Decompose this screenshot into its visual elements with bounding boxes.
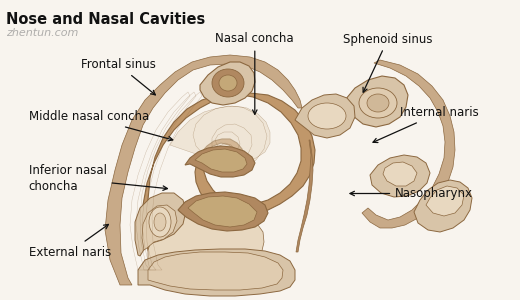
Ellipse shape [219,75,237,91]
Polygon shape [185,146,255,177]
Text: Frontal sinus: Frontal sinus [81,58,155,95]
Polygon shape [200,62,255,105]
Ellipse shape [149,207,171,237]
Polygon shape [296,140,313,252]
Polygon shape [138,249,295,296]
Polygon shape [135,193,186,256]
Ellipse shape [212,69,244,97]
Polygon shape [362,60,455,228]
Text: Sphenoid sinus: Sphenoid sinus [343,32,433,92]
Polygon shape [370,155,430,197]
Text: Nasal concha: Nasal concha [215,32,294,114]
Text: Nose and Nasal Cavities: Nose and Nasal Cavities [6,12,205,27]
Text: External naris: External naris [29,224,111,259]
Text: Nasopharynx: Nasopharynx [350,187,473,200]
Ellipse shape [359,88,397,118]
Polygon shape [148,252,283,290]
Polygon shape [345,76,408,127]
Polygon shape [295,94,355,138]
Ellipse shape [154,213,166,231]
Text: zhentun.com: zhentun.com [6,28,79,38]
Text: Middle nasal concha: Middle nasal concha [29,110,173,141]
Text: Inferior nasal
choncha: Inferior nasal choncha [29,164,167,193]
Text: Internal naris: Internal naris [373,106,479,142]
Polygon shape [105,55,302,285]
Polygon shape [195,149,247,172]
Polygon shape [383,162,417,186]
Polygon shape [426,186,464,216]
Polygon shape [178,192,268,231]
Ellipse shape [367,94,389,112]
Polygon shape [142,205,177,250]
Polygon shape [148,212,264,285]
Polygon shape [414,180,472,232]
Polygon shape [170,106,270,170]
Polygon shape [188,196,257,227]
Ellipse shape [308,103,346,129]
Polygon shape [143,93,315,270]
